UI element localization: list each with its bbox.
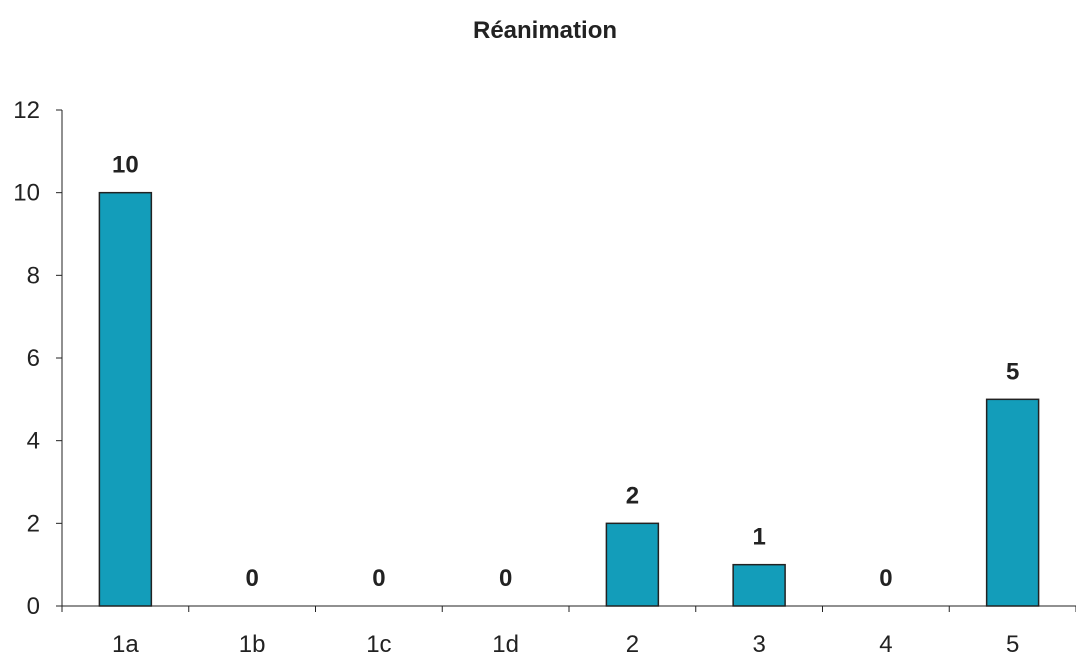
x-tick-label: 3 xyxy=(752,631,765,658)
x-tick-label: 5 xyxy=(1006,631,1019,658)
data-label: 10 xyxy=(112,152,139,179)
x-tick-label: 1d xyxy=(492,631,519,658)
data-label: 5 xyxy=(1006,358,1019,385)
x-tick-label: 4 xyxy=(879,631,892,658)
x-tick-label: 1c xyxy=(366,631,391,658)
bars xyxy=(98,191,1040,607)
data-label: 0 xyxy=(372,565,385,592)
x-tick-label: 1a xyxy=(112,631,139,658)
y-tick-label: 12 xyxy=(13,97,40,124)
y-tick-label: 0 xyxy=(27,593,40,620)
data-label: 0 xyxy=(499,565,512,592)
bar xyxy=(732,563,786,607)
bar xyxy=(98,191,153,607)
y-tick-label: 4 xyxy=(27,428,40,455)
y-tick-label: 6 xyxy=(27,345,40,372)
x-tick-label: 2 xyxy=(626,631,639,658)
chart-title: Réanimation xyxy=(473,17,617,44)
data-label: 0 xyxy=(879,565,892,592)
bar xyxy=(985,398,1040,607)
data-label: 0 xyxy=(245,565,258,592)
y-tick-label: 10 xyxy=(13,180,40,207)
bar xyxy=(605,522,660,607)
y-axis: 0 2 4 6 8 10 12 xyxy=(13,97,63,620)
y-tick-label: 8 xyxy=(27,262,40,289)
x-axis: 1a 1b 1c 1d 2 3 4 5 xyxy=(61,605,1076,658)
x-tick-label: 1b xyxy=(239,631,266,658)
data-label: 1 xyxy=(752,524,765,551)
y-tick-label: 2 xyxy=(27,510,40,537)
data-label: 2 xyxy=(626,482,639,509)
